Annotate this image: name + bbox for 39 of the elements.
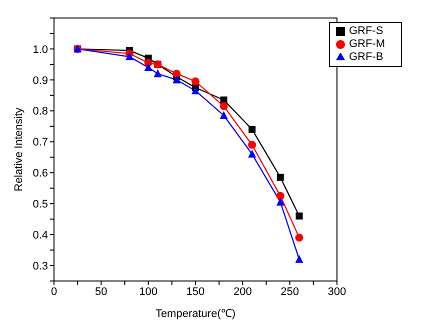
point <box>144 63 152 72</box>
point <box>295 254 304 263</box>
point <box>248 150 256 158</box>
point <box>220 110 228 119</box>
point <box>295 234 304 242</box>
y-tick-label: 0.6 <box>32 168 48 180</box>
point <box>248 126 256 133</box>
point <box>125 52 134 60</box>
legend-label: GRF-B <box>348 51 384 63</box>
x-tick-label: 300 <box>328 286 346 298</box>
x-axis-title: Temperature(℃) <box>155 308 236 320</box>
legend-label: GRF-S <box>348 25 384 37</box>
y-tick-label: 0.7 <box>32 136 48 149</box>
point <box>172 75 181 84</box>
x-tick-label: 100 <box>139 286 158 298</box>
x-tick-label: 0 <box>50 286 58 298</box>
x-tick-label: 150 <box>186 286 205 298</box>
legend-label: GRF-M <box>348 38 385 50</box>
y-tick-label: 0.3 <box>32 260 48 272</box>
point <box>248 140 256 149</box>
point <box>220 102 228 110</box>
y-tick-label: 0.8 <box>32 106 48 118</box>
y-axis-title: Relative Intensity <box>12 107 25 192</box>
point <box>191 77 200 86</box>
x-tick-label: 200 <box>233 286 252 298</box>
x-tick-label: 250 <box>280 286 299 298</box>
point <box>276 174 284 181</box>
point <box>220 96 228 104</box>
y-tick-label: 0.9 <box>32 74 48 87</box>
point <box>276 192 284 200</box>
y-tick-label: 0.5 <box>32 198 48 211</box>
y-tick-label: 0.4 <box>32 229 48 242</box>
y-tick-label: 1.0 <box>32 44 48 56</box>
point <box>172 70 181 78</box>
point <box>154 69 162 78</box>
point <box>276 198 284 206</box>
point <box>296 212 303 220</box>
point <box>191 86 200 94</box>
x-tick-label: 50 <box>95 286 108 298</box>
